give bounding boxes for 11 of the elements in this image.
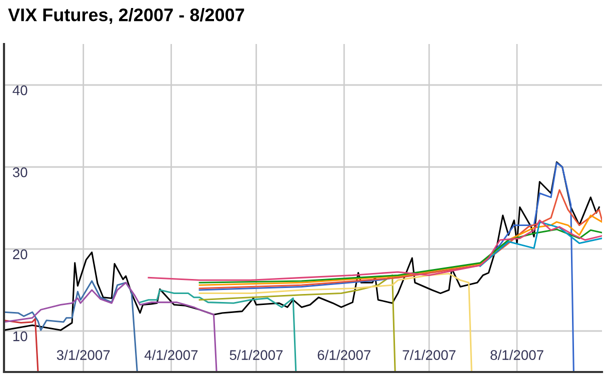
x-tick-label: 8/1/2007 [490,350,544,360]
x-tick-label: 6/1/2007 [318,350,370,360]
y-tick-label: 30 [12,167,28,178]
x-tick-label: 5/1/2007 [230,350,283,360]
x-tick-label: 7/1/2007 [402,350,456,360]
x-tick-label: 3/1/2007 [56,350,110,360]
y-tick-label: 40 [12,85,28,96]
chart-title: VIX Futures, 2/2007 - 8/2007 [8,8,244,24]
y-tick-label: 10 [13,331,28,342]
y-tick-label: 20 [13,249,28,260]
x-tick-label: 4/1/2007 [144,350,198,360]
